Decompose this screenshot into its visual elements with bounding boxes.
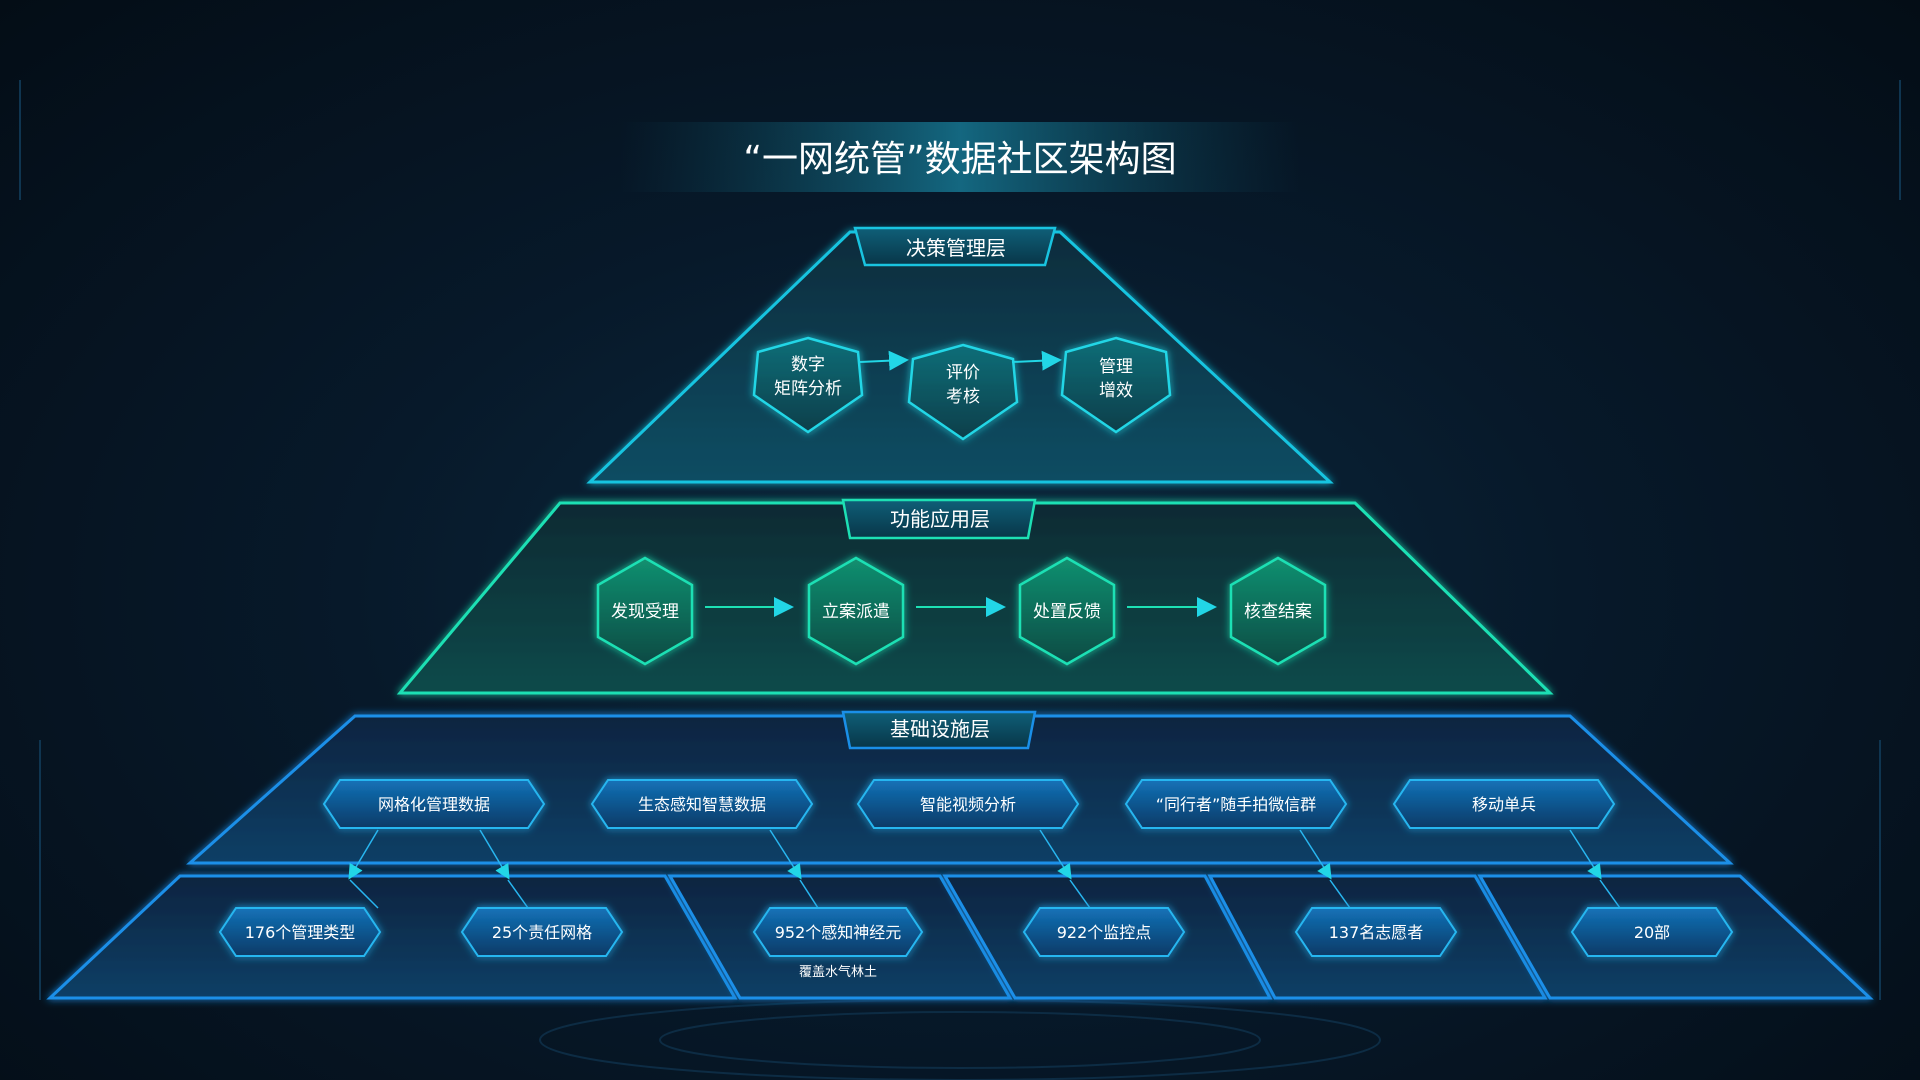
decision-node: 评价 考核 (907, 343, 1019, 441)
decision-layer-label: 决策管理层 (906, 236, 1006, 260)
infrastructure-layer-label: 基础设施层 (890, 717, 990, 741)
stat-pill: 20部 (1570, 907, 1734, 957)
source-pill-label: 网格化管理数据 (378, 795, 490, 814)
source-pill-label: 移动单兵 (1472, 795, 1536, 814)
stat-pill-label: 137名志愿者 (1329, 923, 1424, 942)
flow-arrow (859, 350, 909, 371)
function-node-label: 立案派遣 (822, 602, 890, 622)
stat-pill: 137名志愿者 (1294, 907, 1458, 957)
source-pill-label: 智能视频分析 (920, 795, 1016, 814)
decision-node-label: 评价 (946, 363, 980, 383)
function-node-label: 核查结案 (1244, 602, 1312, 622)
stat-pill-label: 952个感知神经元 (775, 923, 902, 942)
source-pill-label: “同行者”随手拍微信群 (1156, 795, 1317, 814)
function-node-label: 发现受理 (611, 602, 679, 622)
decision-node-label: 数字 (791, 355, 825, 375)
decision-layer: 决策管理层 数字 矩阵分析 评价 考核 管理 增效 (586, 226, 1334, 484)
source-pill: 生态感知智慧数据 (590, 779, 814, 829)
page-title: “一网统管”数据社区架构图 (743, 139, 1176, 180)
stat-pill: 176个管理类型 (218, 907, 382, 957)
stat-pill: 25个责任网格 (460, 907, 624, 957)
decision-node: 数字 矩阵分析 (752, 336, 864, 434)
stat-pill: 952个感知神经元 (752, 907, 924, 957)
function-node: 立案派遣 (807, 556, 905, 666)
title-banner: “一网统管”数据社区架构图 (620, 122, 1300, 192)
stat-pill-label: 176个管理类型 (245, 923, 356, 942)
function-node: 核查结案 (1229, 556, 1327, 666)
source-pill: “同行者”随手拍微信群 (1124, 779, 1348, 829)
stat-pill: 922个监控点 (1022, 907, 1186, 957)
stat-pill-label: 922个监控点 (1057, 923, 1152, 942)
function-node: 发现受理 (596, 556, 694, 666)
decision-node-label: 管理 (1099, 357, 1133, 377)
decision-node-label: 考核 (946, 387, 980, 407)
connectors (348, 829, 1621, 909)
coverage-note: 覆盖水气林土 (799, 964, 877, 980)
function-node: 处置反馈 (1018, 556, 1116, 666)
infrastructure-layer: 基础设施层 网格化管理数据 生态感知智慧数据 智能视频分析 “同行者”随手拍微信… (46, 710, 1874, 1000)
function-node-label: 处置反馈 (1033, 602, 1101, 622)
stat-pill-label: 20部 (1634, 923, 1670, 942)
stat-pill-label: 25个责任网格 (492, 923, 592, 942)
function-layer-label: 功能应用层 (890, 507, 990, 531)
function-layer: 功能应用层 发现受理 立案派遣 处置反馈 核查结案 (396, 498, 1554, 695)
decision-node-label: 增效 (1099, 381, 1133, 401)
flow-arrow (1011, 350, 1062, 371)
decision-node-label: 矩阵分析 (774, 379, 842, 399)
decision-node: 管理 增效 (1060, 336, 1172, 434)
source-pill: 移动单兵 (1392, 779, 1616, 829)
frame-decoration (19, 80, 1901, 1080)
source-pill-label: 生态感知智慧数据 (638, 795, 766, 814)
source-pill: 网格化管理数据 (322, 779, 546, 829)
source-pill: 智能视频分析 (856, 779, 1080, 829)
